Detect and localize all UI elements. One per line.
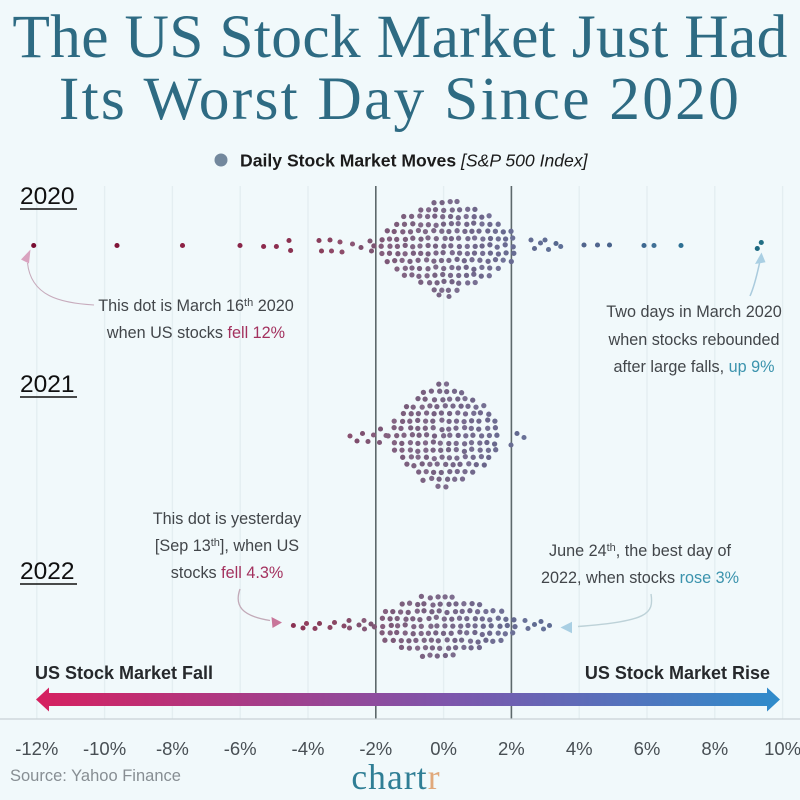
svg-text:6%: 6% <box>634 738 661 759</box>
svg-text:2021: 2021 <box>20 371 75 398</box>
svg-text:-4%: -4% <box>292 738 325 759</box>
svg-text:The US Stock Market Just Had: The US Stock Market Just Had <box>12 3 787 71</box>
svg-text:US Stock Market Rise: US Stock Market Rise <box>585 663 770 683</box>
svg-text:after large falls, up 9%: after large falls, up 9% <box>613 358 774 376</box>
svg-text:This dot is yesterday: This dot is yesterday <box>153 510 302 528</box>
svg-text:Daily Stock Market Moves [S&P: Daily Stock Market Moves [S&P 500 Index] <box>240 151 589 171</box>
svg-text:[Sep 13th], when US: [Sep 13th], when US <box>155 537 299 555</box>
svg-text:-2%: -2% <box>359 738 392 759</box>
svg-text:8%: 8% <box>701 738 728 759</box>
svg-text:stocks fell 4.3%: stocks fell 4.3% <box>171 564 283 582</box>
svg-text:2020: 2020 <box>20 183 75 210</box>
svg-text:2%: 2% <box>498 738 525 759</box>
svg-text:Its Worst Day Since 2020: Its Worst Day Since 2020 <box>59 65 741 133</box>
svg-text:US Stock Market Fall: US Stock Market Fall <box>35 663 213 683</box>
svg-text:-10%: -10% <box>83 738 126 759</box>
svg-text:-8%: -8% <box>156 738 189 759</box>
svg-text:June 24th, the best day of: June 24th, the best day of <box>549 542 731 560</box>
svg-text:chartr: chartr <box>351 757 440 797</box>
svg-text:when US stocks fell 12%: when US stocks fell 12% <box>106 324 285 342</box>
svg-text:when stocks rebounded: when stocks rebounded <box>608 331 780 349</box>
svg-text:4%: 4% <box>566 738 593 759</box>
svg-text:This dot is March 16th 2020: This dot is March 16th 2020 <box>98 297 293 315</box>
svg-text:-6%: -6% <box>224 738 257 759</box>
svg-text:2022, when stocks rose 3%: 2022, when stocks rose 3% <box>541 569 739 587</box>
svg-text:-12%: -12% <box>15 738 58 759</box>
svg-text:0%: 0% <box>430 738 457 759</box>
svg-text:2022: 2022 <box>20 558 75 585</box>
svg-text:Source: Yahoo Finance: Source: Yahoo Finance <box>10 767 181 785</box>
svg-text:10%: 10% <box>764 738 800 759</box>
svg-text:Two days in March 2020: Two days in March 2020 <box>606 303 781 321</box>
